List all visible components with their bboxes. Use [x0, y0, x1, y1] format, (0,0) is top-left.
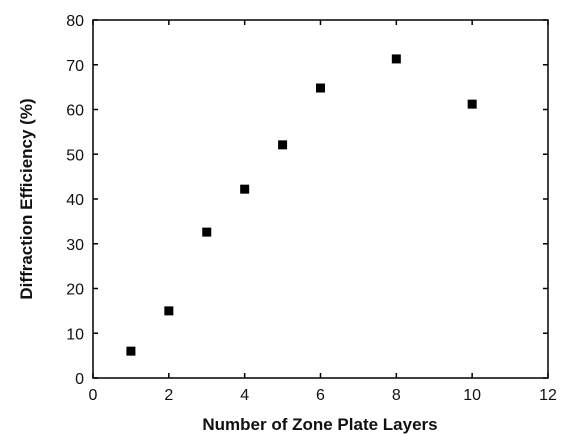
x-axis: 0 2 4 6 8 10 12 [89, 20, 557, 404]
x-tick-label: 12 [539, 387, 557, 404]
y-axis: 0 10 20 30 40 50 60 70 80 [66, 13, 548, 388]
y-tick-label: 0 [75, 371, 84, 388]
y-tick-label: 80 [66, 13, 84, 30]
y-tick-label: 70 [66, 58, 84, 75]
data-points [126, 54, 477, 356]
data-point [240, 184, 250, 194]
y-tick-label: 30 [66, 237, 84, 254]
y-axis-title: Diffraction Efficiency (%) [17, 98, 36, 299]
x-tick-label: 10 [463, 387, 481, 404]
data-point [467, 99, 477, 109]
y-tick-label: 20 [66, 282, 84, 299]
data-point [164, 306, 174, 316]
x-tick-label: 4 [240, 387, 249, 404]
x-tick-label: 6 [316, 387, 325, 404]
y-tick-label: 40 [66, 192, 84, 209]
data-point [126, 346, 136, 356]
data-point [316, 83, 325, 93]
x-tick-label: 8 [392, 387, 401, 404]
plot-area-frame [92, 19, 549, 379]
y-tick-label: 10 [66, 326, 84, 343]
x-axis-title: Number of Zone Plate Layers [202, 415, 437, 434]
x-tick-label: 0 [89, 387, 98, 404]
x-tick-label: 2 [164, 387, 173, 404]
data-point [202, 227, 212, 237]
y-tick-label: 60 [66, 103, 84, 120]
y-tick-label: 50 [66, 147, 84, 164]
data-point [278, 140, 288, 150]
data-point [391, 54, 401, 64]
